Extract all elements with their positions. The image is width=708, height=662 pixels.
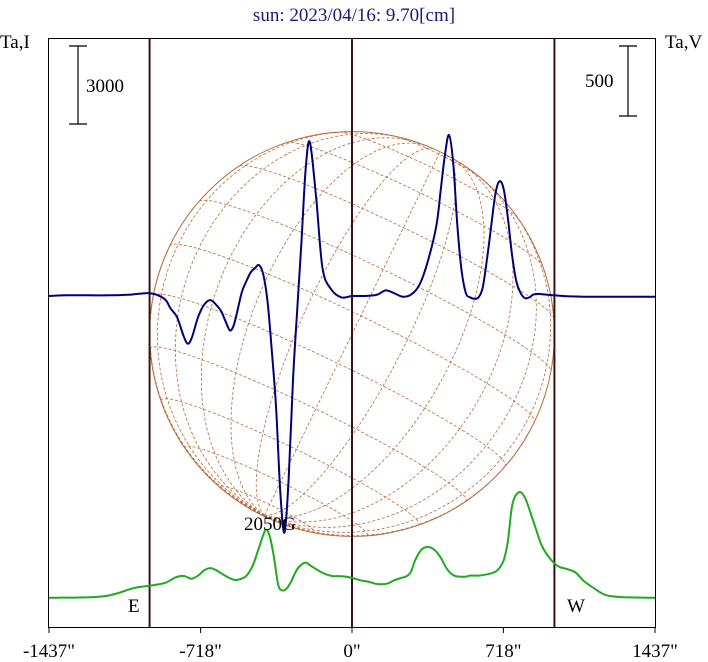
longitude-line — [230, 142, 426, 516]
longitude-line — [156, 131, 362, 516]
longitude-line — [174, 133, 406, 516]
west-label: W — [567, 596, 585, 617]
x-tick-label: -718" — [179, 641, 222, 662]
series-layer — [48, 133, 656, 599]
x-tick-label: 0" — [343, 641, 360, 662]
longitude-line — [264, 170, 537, 528]
latitude-line — [394, 135, 481, 179]
x-axis: -1437" -718" 0" 718" 1437" — [23, 627, 678, 662]
longitude-line — [264, 153, 457, 516]
right-scale-label: 500 — [585, 71, 614, 92]
left-scale-label: 3000 — [86, 76, 124, 97]
chart-title: sun: 2023/04/16: 9.70[cm] — [253, 5, 455, 26]
left-scale-bar — [69, 45, 87, 125]
latitude-line — [184, 445, 368, 537]
longitude-line — [264, 162, 514, 523]
longitude-line — [200, 137, 420, 516]
latitude-line — [199, 199, 552, 372]
longitude-line — [264, 515, 267, 518]
limb-markers — [148, 38, 556, 627]
latitude-line — [286, 141, 544, 267]
longitude-line — [264, 158, 485, 518]
east-label: E — [128, 596, 140, 617]
left-axis-label: Ta,I — [0, 32, 30, 53]
polarization-series-line — [48, 133, 655, 534]
longitude-line — [264, 200, 552, 533]
right-axis-label: Ta,V — [665, 32, 702, 53]
right-scale-bar — [619, 45, 637, 117]
latitude-line — [160, 398, 420, 526]
latitude-line — [239, 165, 554, 318]
intensity-series-line — [48, 491, 656, 599]
x-tick-label: 1437" — [632, 641, 678, 662]
x-tick-label: 718" — [485, 641, 521, 662]
gauss-annotation: 2050G — [244, 514, 296, 535]
longitude-line — [255, 147, 436, 516]
x-tick-label: -1437" — [23, 641, 75, 662]
solar-disk — [149, 131, 555, 537]
